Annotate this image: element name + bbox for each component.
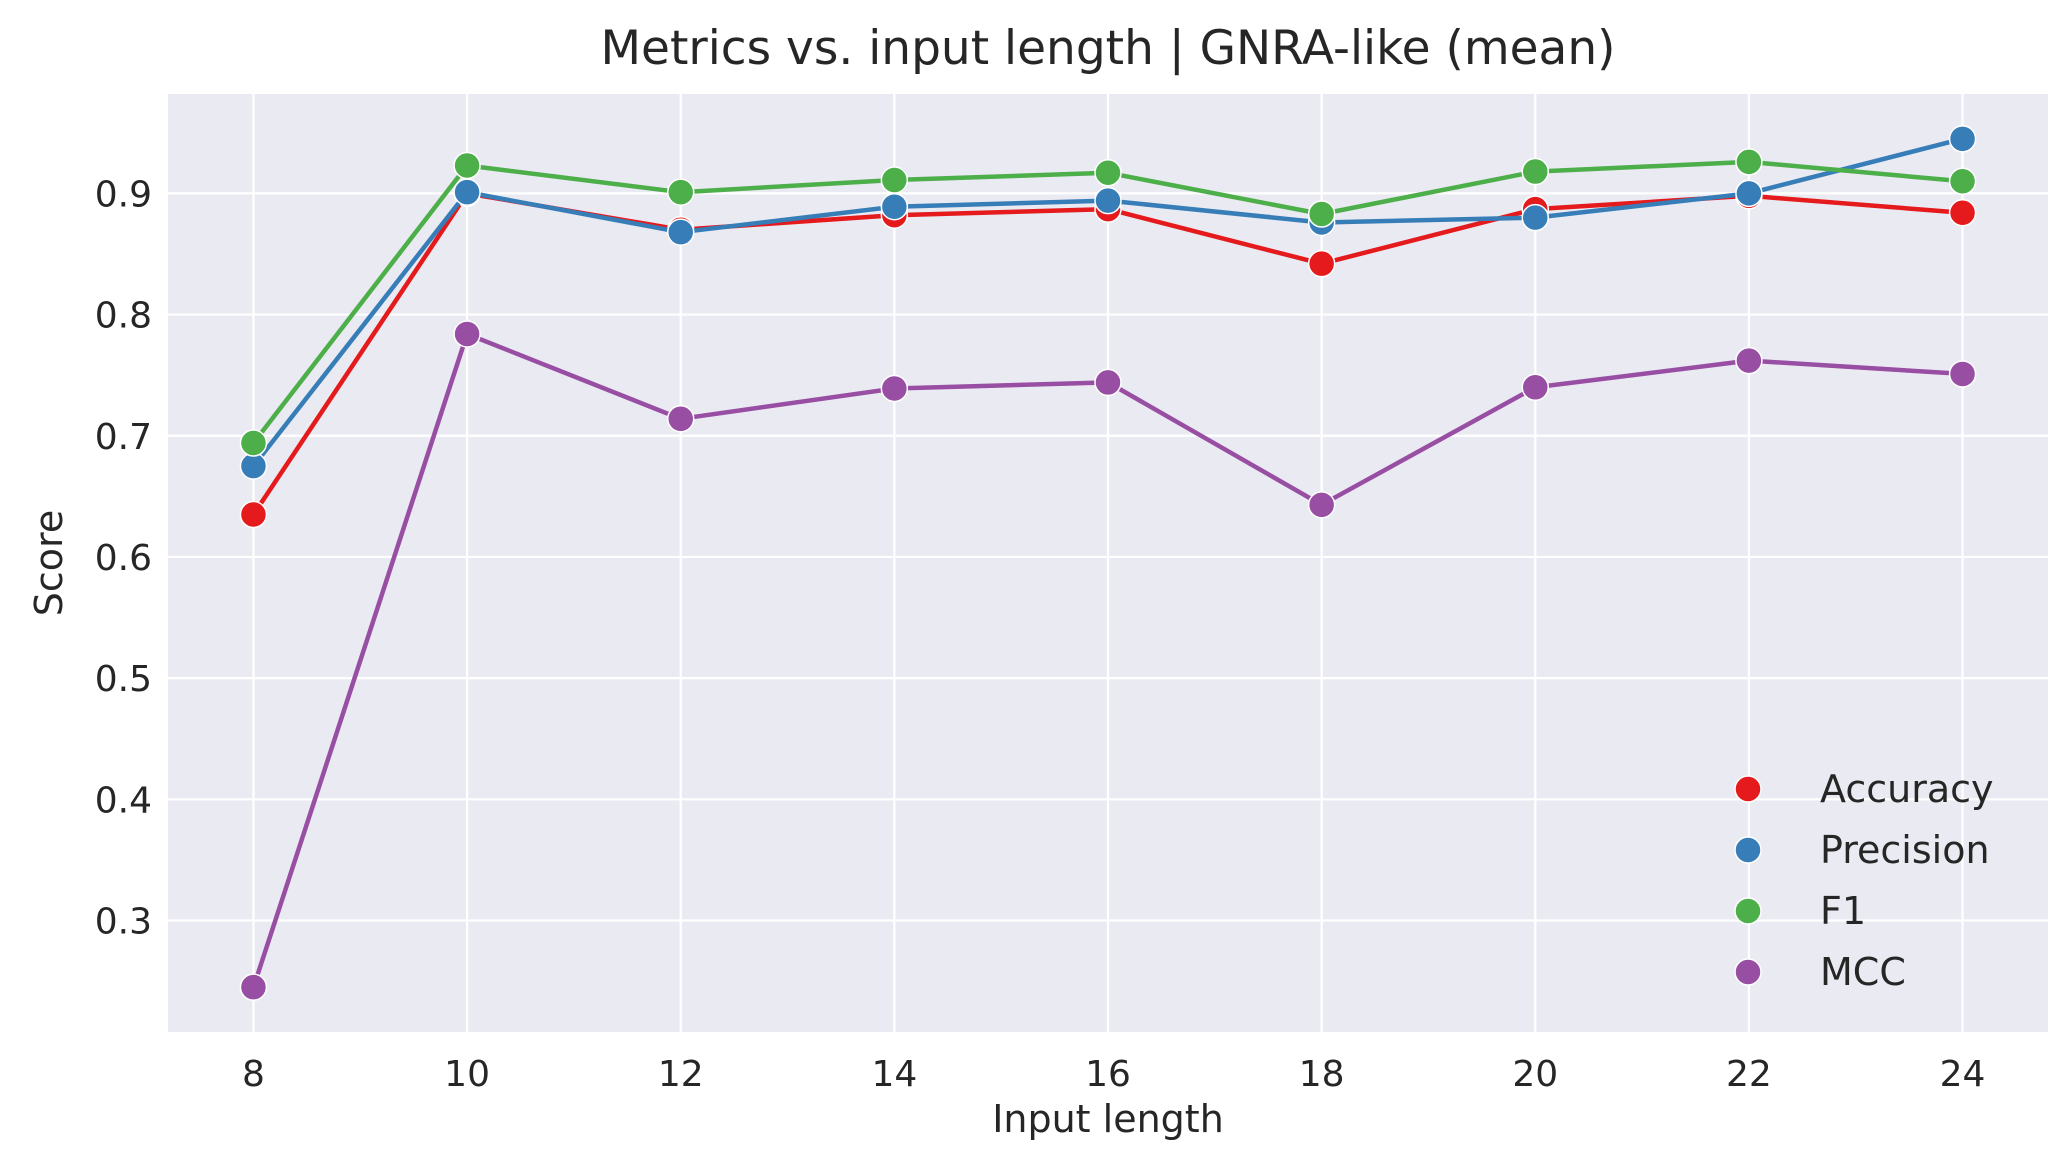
y-tick-label: 0.3 [95,902,152,943]
data-point [880,166,909,194]
data-point [880,192,909,221]
data-point [1521,373,1550,402]
data-point [880,374,909,403]
data-point [666,178,695,206]
series-layer [239,125,1977,1001]
data-point [1735,148,1763,176]
legend-label: Accuracy [1820,767,1994,811]
data-point [1948,360,1977,388]
data-point [1094,186,1122,215]
legend-item-mcc: MCC [1734,950,1906,994]
y-tick-label: 0.4 [95,780,152,821]
x-tick-label: 24 [1940,1054,1986,1095]
legend-marker [1734,775,1762,803]
data-point [1307,249,1336,278]
x-axis-label: Input length [992,1097,1224,1141]
data-point [1307,491,1336,519]
data-point [1735,179,1763,208]
data-point [1307,200,1336,228]
x-tick-label: 10 [444,1054,490,1095]
series-f1 [239,148,1977,457]
x-axis-ticks: 8 10 12 14 16 18 20 22 24 [242,1054,1985,1095]
data-point [239,429,268,457]
data-point [453,151,481,180]
legend: Accuracy Precision F1 MCC [1734,767,1994,994]
data-point [239,452,268,480]
x-tick-label: 12 [658,1054,704,1095]
y-axis-ticks: 0.3 0.4 0.5 0.6 0.7 0.8 0.9 [95,174,152,942]
chart-title: Metrics vs. input length | GNRA-like (me… [601,21,1616,76]
data-point [239,973,268,1001]
data-point [666,218,695,246]
x-tick-label: 22 [1726,1054,1772,1095]
legend-item-f1: F1 [1734,889,1866,933]
y-tick-label: 0.5 [95,659,152,700]
x-tick-label: 18 [1299,1054,1345,1095]
legend-label: F1 [1820,889,1866,933]
data-point [1094,368,1122,397]
x-tick-label: 16 [1085,1054,1131,1095]
y-tick-label: 0.9 [95,174,152,215]
x-tick-label: 8 [242,1054,265,1095]
y-axis-label: Score [27,510,71,616]
x-tick-label: 14 [871,1054,917,1095]
legend-marker [1734,958,1762,986]
legend-item-precision: Precision [1734,828,1990,872]
data-point [666,405,695,433]
series-precision [239,125,1977,480]
data-point [1094,159,1122,187]
y-tick-label: 0.6 [95,538,152,579]
legend-label: MCC [1820,950,1906,994]
legend-item-accuracy: Accuracy [1734,767,1994,811]
data-point [1948,199,1977,227]
data-point [1948,125,1977,153]
data-point [1521,157,1550,186]
legend-label: Precision [1820,828,1990,872]
data-point [453,320,481,348]
legend-marker [1734,897,1762,925]
data-point [1521,203,1550,232]
x-tick-label: 20 [1512,1054,1558,1095]
y-tick-label: 0.7 [95,417,152,458]
data-point [1948,167,1977,196]
data-point [453,178,481,206]
legend-marker [1734,836,1762,864]
series-mcc [239,320,1977,1001]
data-point [1735,346,1763,375]
data-point [239,500,268,529]
y-tick-label: 0.8 [95,296,152,337]
